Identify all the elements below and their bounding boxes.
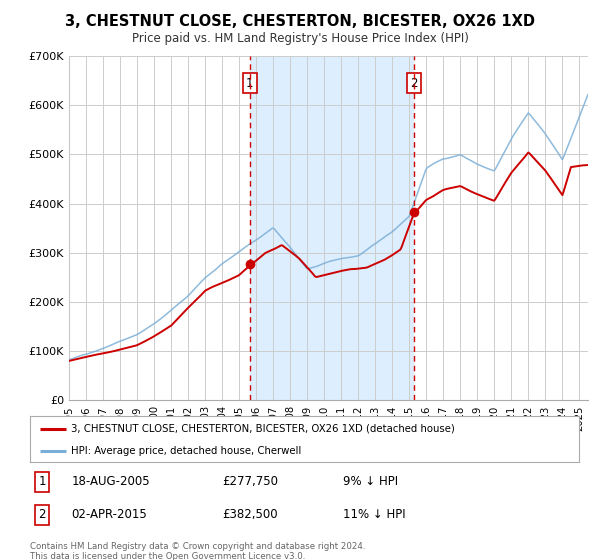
- Text: 2: 2: [410, 77, 418, 90]
- Text: 9% ↓ HPI: 9% ↓ HPI: [343, 475, 398, 488]
- Text: HPI: Average price, detached house, Cherwell: HPI: Average price, detached house, Cher…: [71, 446, 301, 455]
- Text: 2: 2: [38, 508, 46, 521]
- Text: 1: 1: [246, 77, 254, 90]
- Text: 11% ↓ HPI: 11% ↓ HPI: [343, 508, 406, 521]
- Text: 02-APR-2015: 02-APR-2015: [71, 508, 147, 521]
- Text: £277,750: £277,750: [222, 475, 278, 488]
- Bar: [250, 56, 413, 400]
- Text: 18-AUG-2005: 18-AUG-2005: [71, 475, 150, 488]
- Text: 1: 1: [38, 475, 46, 488]
- Text: Price paid vs. HM Land Registry's House Price Index (HPI): Price paid vs. HM Land Registry's House …: [131, 32, 469, 45]
- Text: 3, CHESTNUT CLOSE, CHESTERTON, BICESTER, OX26 1XD (detached house): 3, CHESTNUT CLOSE, CHESTERTON, BICESTER,…: [71, 424, 455, 434]
- Text: £382,500: £382,500: [222, 508, 278, 521]
- Text: Contains HM Land Registry data © Crown copyright and database right 2024.
This d: Contains HM Land Registry data © Crown c…: [30, 542, 365, 560]
- Text: 3, CHESTNUT CLOSE, CHESTERTON, BICESTER, OX26 1XD: 3, CHESTNUT CLOSE, CHESTERTON, BICESTER,…: [65, 14, 535, 29]
